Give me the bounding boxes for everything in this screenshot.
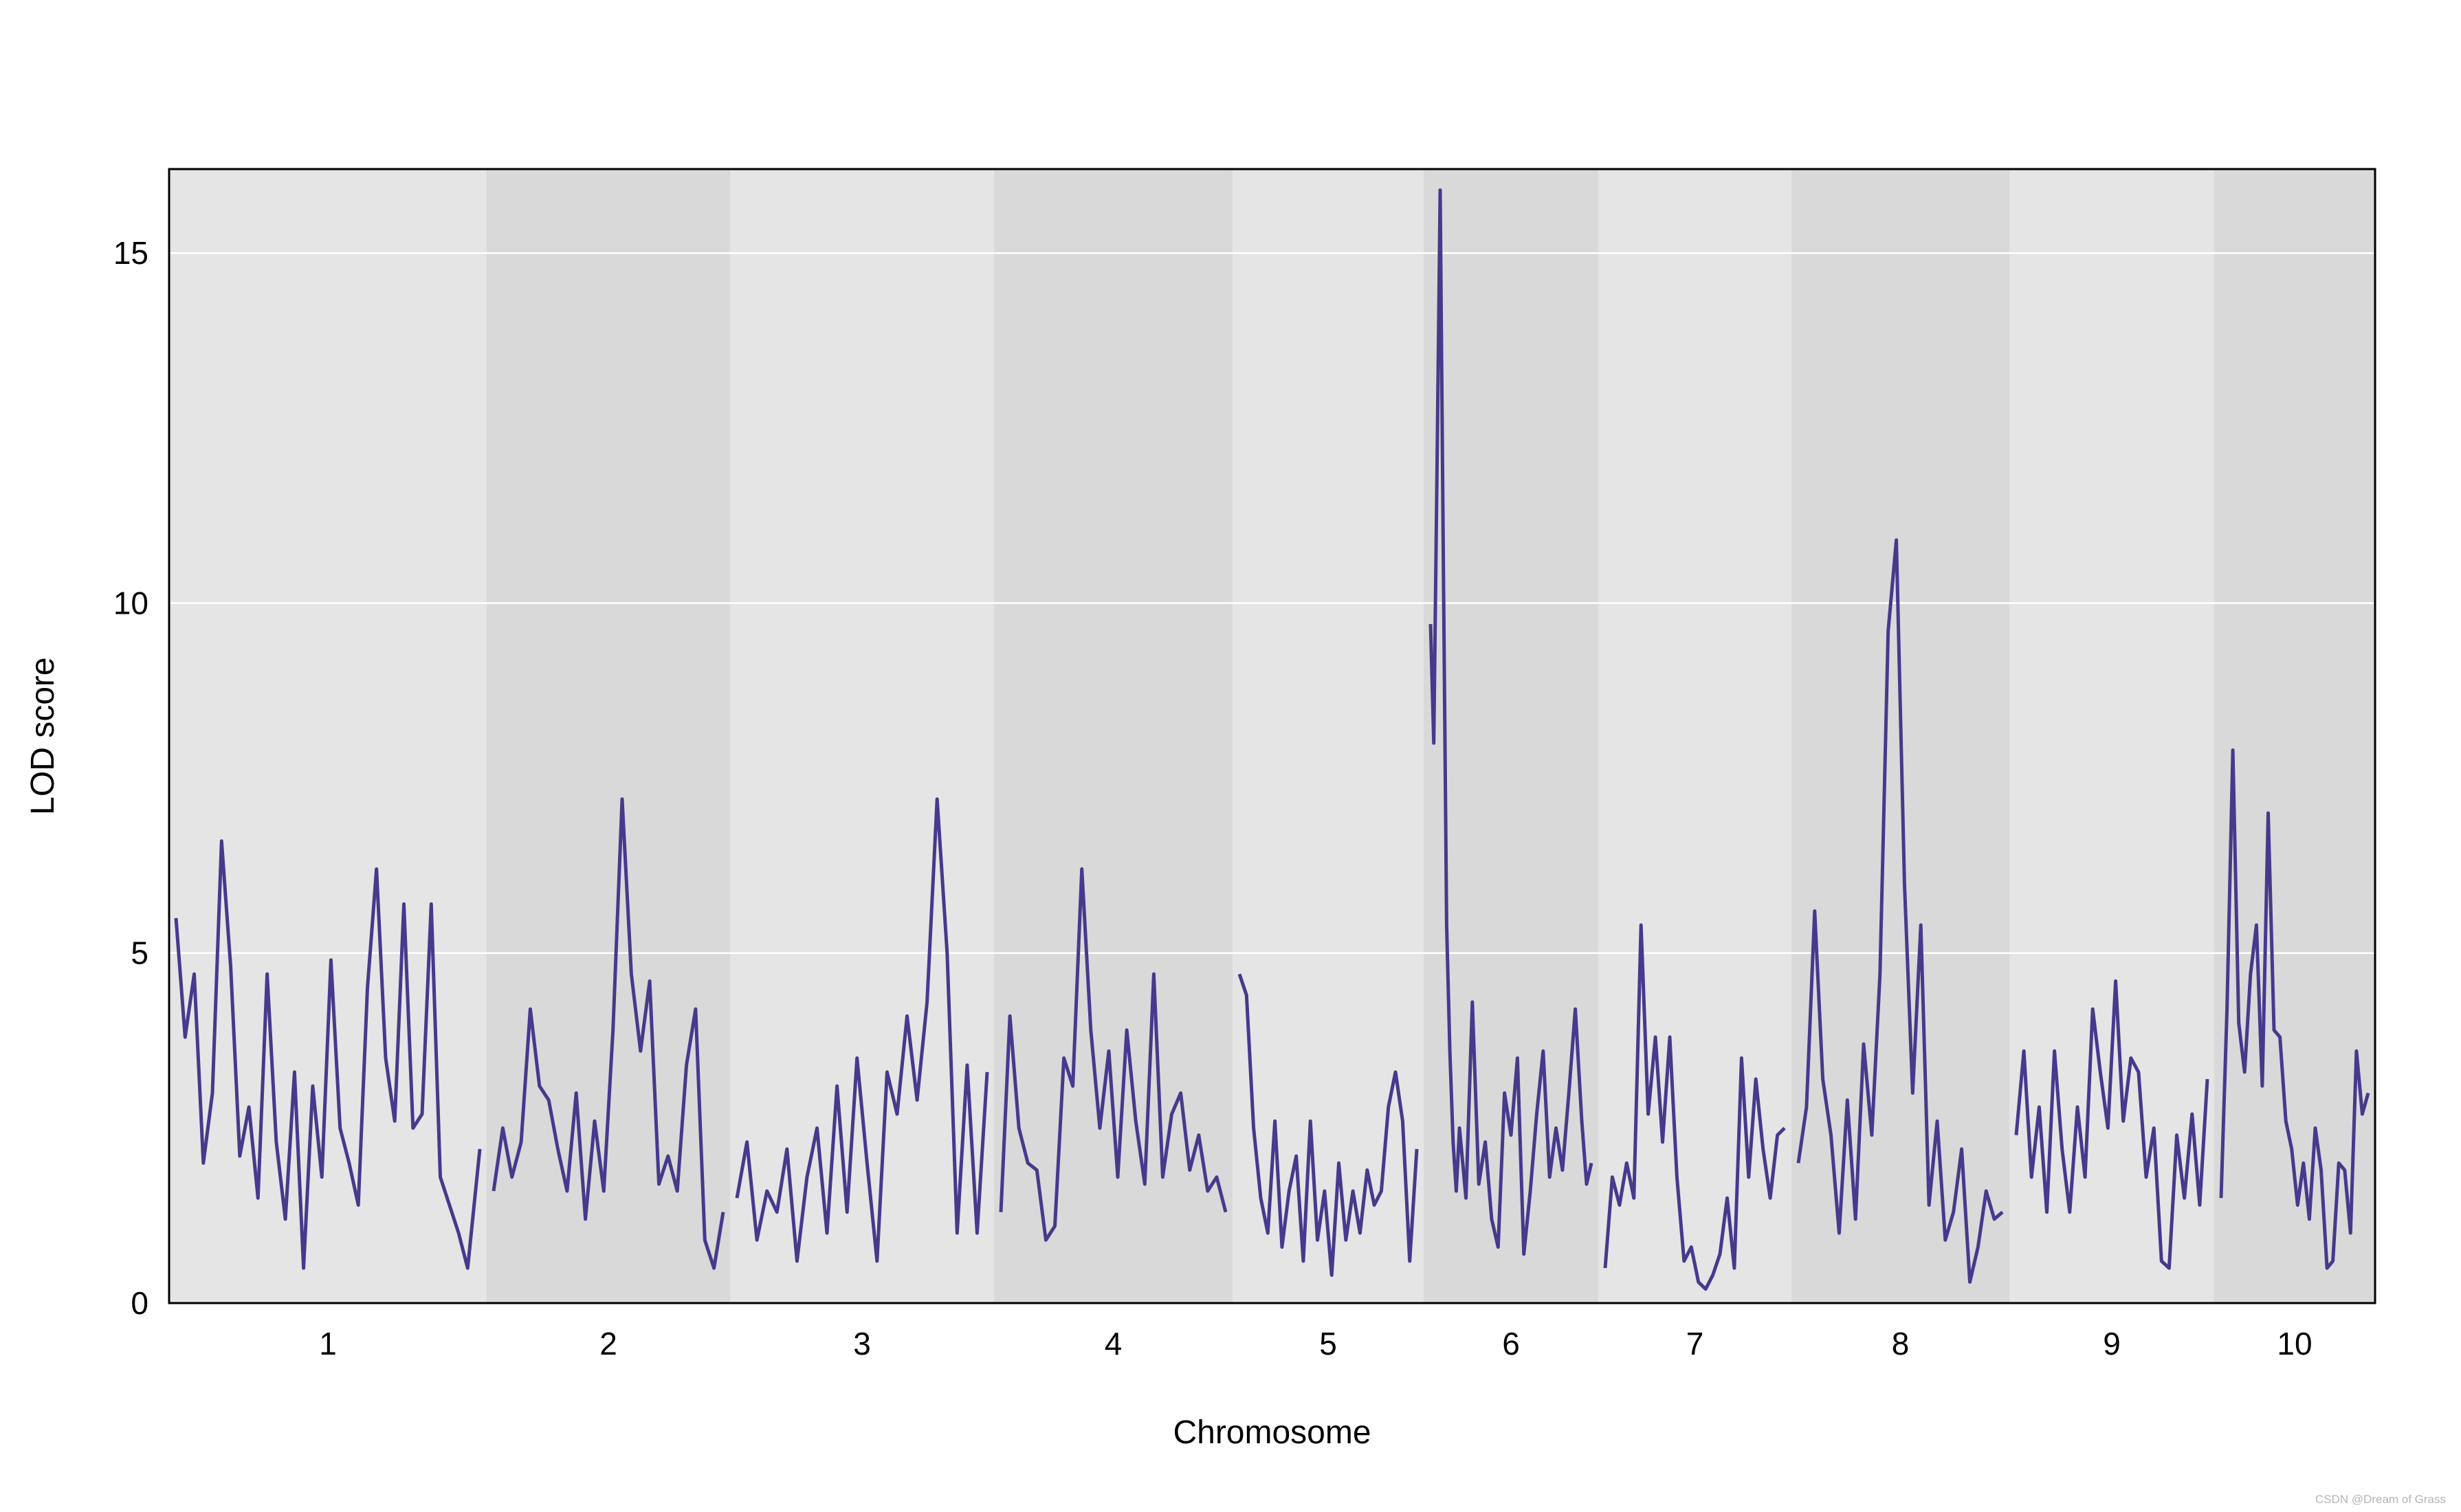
- x-tick-label-chr-6: 6: [1502, 1326, 1520, 1361]
- chromosome-band-5: [1233, 169, 1424, 1303]
- lod-series: [174, 188, 2370, 1291]
- watermark: CSDN @Dream of Grass: [2315, 1493, 2446, 1506]
- x-axis: 1 2 3 4 5 6 7 8 9 10: [319, 1326, 2312, 1361]
- lod-line-chr-4: [999, 867, 1228, 1242]
- y-tick-label: 5: [131, 935, 148, 971]
- x-tick-label-chr-2: 2: [599, 1326, 617, 1361]
- lod-line-chr-6: [1428, 188, 1593, 1256]
- y-tick-label: 15: [113, 235, 148, 271]
- chromosome-band-9: [2009, 169, 2214, 1303]
- x-tick-label-chr-3: 3: [853, 1326, 871, 1361]
- y-axis: 0 5 10 15: [113, 235, 148, 1321]
- x-tick-label-chr-7: 7: [1686, 1326, 1704, 1361]
- lod-line-chr-8: [1796, 538, 2004, 1284]
- lod-line-chr-3: [735, 797, 989, 1263]
- chromosome-bands: [169, 169, 2375, 1303]
- x-tick-label-chr-10: 10: [2277, 1326, 2312, 1361]
- lod-line-chr-7: [1603, 923, 1786, 1291]
- x-tick-label-chr-4: 4: [1105, 1326, 1123, 1361]
- lod-line-chr-9: [2014, 979, 2209, 1270]
- y-axis-title: LOD score: [25, 657, 61, 814]
- lod-line-chr-1: [174, 839, 482, 1270]
- lod-line-chr-10: [2219, 748, 2370, 1270]
- y-tick-label: 10: [113, 585, 148, 621]
- chromosome-band-1: [169, 169, 487, 1303]
- lod-line-chr-2: [492, 797, 725, 1270]
- lod-line-chr-5: [1237, 973, 1419, 1277]
- x-axis-title: Chromosome: [1173, 1414, 1371, 1451]
- x-tick-label-chr-1: 1: [319, 1326, 337, 1361]
- x-tick-label-chr-9: 9: [2103, 1326, 2121, 1361]
- chromosome-band-10: [2214, 169, 2375, 1303]
- plot-frame: [168, 168, 2376, 1304]
- x-tick-label-chr-8: 8: [1892, 1326, 1910, 1361]
- y-gridlines: [169, 252, 2375, 954]
- y-tick-label: 0: [131, 1285, 148, 1321]
- x-tick-label-chr-5: 5: [1319, 1326, 1337, 1361]
